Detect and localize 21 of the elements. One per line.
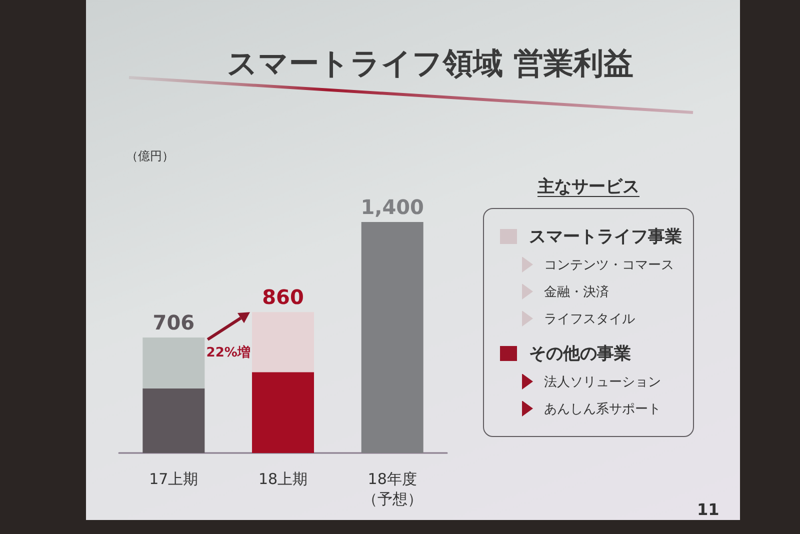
x-tick-label: 18年度（予想） <box>362 470 422 508</box>
bar <box>252 372 314 453</box>
text: ライフスタイル <box>544 310 635 328</box>
legend-title: 主なサービス <box>538 177 640 197</box>
y-axis-title: （億円） <box>126 149 174 163</box>
bar <box>252 312 314 372</box>
bar <box>142 338 205 388</box>
chart-title: スマートライフ領域 営業利益 <box>227 46 634 82</box>
annotation: 860 <box>262 285 304 310</box>
text: スマートライフ事業 <box>529 226 682 248</box>
text: あんしん系サポート <box>544 400 661 418</box>
annotation: 22%増 <box>206 344 250 360</box>
bar <box>142 388 205 453</box>
x-tick-label: 17上期 <box>149 470 198 488</box>
annotation: 1,400 <box>360 195 424 219</box>
text: 11 <box>697 500 720 519</box>
x-tick-label: 18上期 <box>258 470 308 488</box>
annotation: 706 <box>152 310 195 334</box>
text: 法人ソリューション <box>544 374 661 390</box>
text: 金融・決済 <box>544 284 609 300</box>
text: コンテンツ・コマース <box>544 256 674 274</box>
